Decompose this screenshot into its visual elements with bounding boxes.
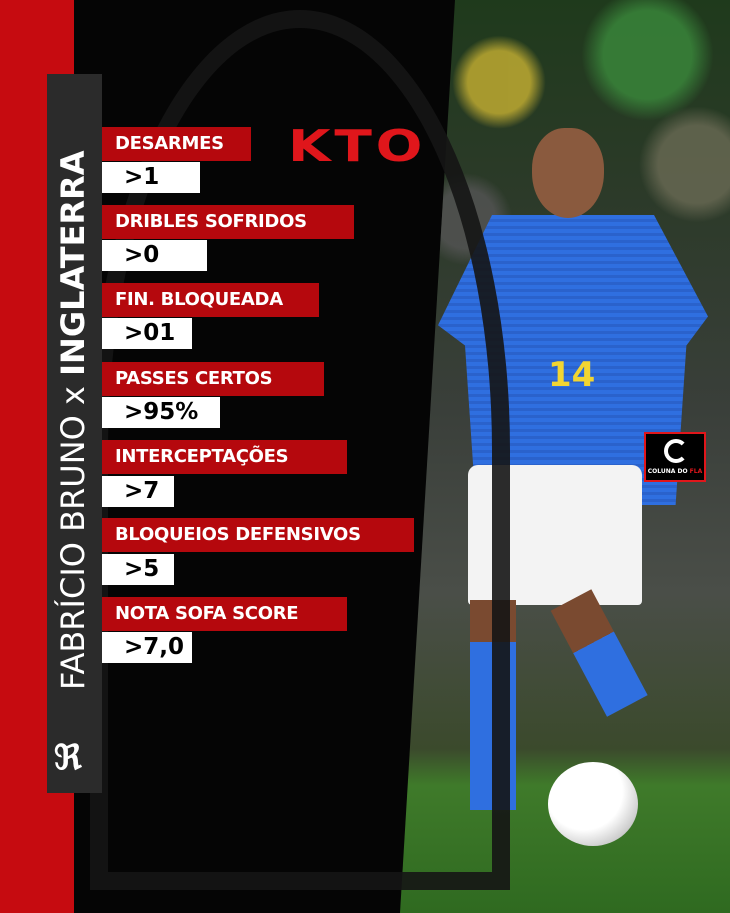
flamengo-crest-icon: ℜ (54, 738, 82, 778)
title-band (47, 74, 102, 793)
stat-label: PASSES CERTOS (102, 362, 324, 396)
stat-value: >5 (102, 554, 174, 585)
stat-value: >1 (102, 162, 200, 193)
player-leg (550, 589, 648, 717)
stat-label: FIN. BLOQUEADA (102, 283, 319, 317)
stat-label: INTERCEPTAÇÕES (102, 440, 347, 474)
stat-label: DRIBLES SOFRIDOS (102, 205, 354, 239)
stat-value: >7,0 (102, 632, 192, 663)
kto-logo: KTO (288, 121, 427, 172)
eagle-icon (664, 439, 688, 463)
page-title: FABRÍCIO BRUNO x INGLATERRA (54, 90, 92, 691)
stat-value: >95% (102, 397, 220, 428)
shirt-number: 14 (548, 355, 596, 395)
stat-label: BLOQUEIOS DEFENSIVOS (102, 518, 414, 552)
stat-label: NOTA SOFA SCORE (102, 597, 347, 631)
player-head (532, 128, 604, 218)
title-separator: x (54, 386, 92, 405)
player-name: FABRÍCIO BRUNO (54, 415, 92, 690)
stat-value: >01 (102, 318, 192, 349)
stat-value: >0 (102, 240, 207, 271)
football (548, 762, 638, 846)
opponent-name: INGLATERRA (54, 150, 92, 376)
coluna-do-fla-logo: COLUNA DO FLA (644, 432, 706, 482)
stat-value: >7 (102, 476, 174, 507)
stat-label: DESARMES (102, 127, 251, 161)
